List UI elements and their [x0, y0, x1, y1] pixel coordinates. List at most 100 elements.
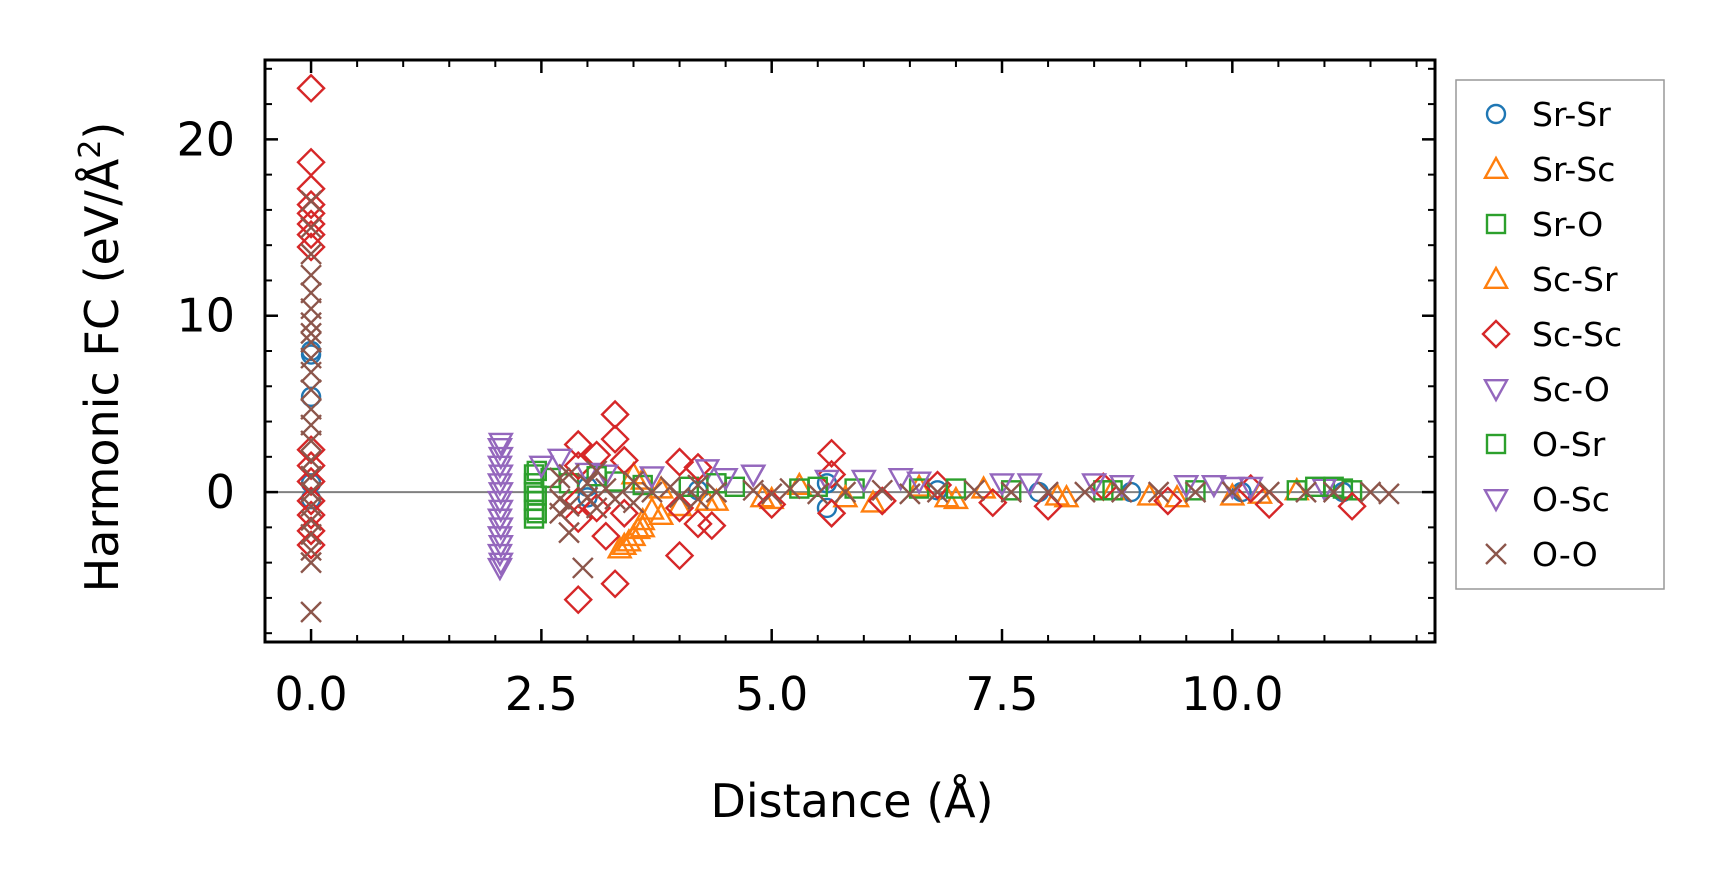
data-point	[300, 216, 322, 239]
data-point	[585, 497, 608, 519]
data-point	[622, 491, 645, 514]
legend-label: Sr-Sr	[1532, 95, 1611, 134]
data-point	[1184, 481, 1207, 503]
data-point	[1254, 489, 1284, 520]
legend-marker	[1482, 489, 1510, 513]
data-point	[807, 476, 828, 497]
data-point	[585, 460, 608, 482]
data-point	[906, 471, 933, 495]
data-point	[1074, 481, 1096, 503]
data-point	[300, 311, 322, 334]
legend-marker	[1481, 319, 1511, 349]
data-point	[1053, 483, 1080, 508]
legend-item: Sc-O	[1482, 370, 1610, 409]
x-axis-label: Distance (Å)	[710, 774, 993, 828]
data-point	[296, 189, 326, 220]
data-point	[724, 476, 746, 497]
plot-marks	[265, 73, 1435, 623]
data-point	[487, 432, 514, 457]
data-point	[694, 459, 721, 483]
legend-item: Sr-Sr	[1485, 95, 1611, 134]
legend-marker	[1485, 433, 1507, 455]
data-point	[1322, 481, 1345, 503]
legend-label: O-Sr	[1532, 425, 1606, 464]
data-point	[300, 361, 322, 384]
data-point	[487, 535, 514, 559]
data-point	[1378, 483, 1400, 505]
data-point	[300, 243, 322, 265]
legend-marker	[1485, 543, 1507, 565]
data-point	[581, 493, 612, 523]
legend-marker	[1482, 265, 1510, 289]
y-tick-label: 10	[176, 289, 235, 343]
data-point	[887, 467, 914, 492]
data-point	[296, 73, 326, 103]
data-point	[563, 503, 593, 534]
data-point	[742, 479, 765, 502]
data-point	[300, 344, 322, 365]
data-point	[600, 399, 630, 430]
data-point	[300, 190, 322, 212]
data-point	[1037, 481, 1059, 503]
data-point	[1295, 481, 1317, 503]
data-point	[571, 557, 594, 579]
y-axis-label-close: )	[75, 122, 129, 140]
data-point	[300, 601, 322, 623]
data-point	[300, 281, 322, 304]
data-point	[548, 502, 571, 525]
data-point	[859, 489, 887, 513]
data-point	[1001, 480, 1022, 501]
legend-label: Sc-Sc	[1532, 315, 1622, 354]
legend-label: O-O	[1532, 535, 1598, 574]
data-point	[487, 482, 514, 506]
legend-item: O-O	[1485, 535, 1598, 574]
series-sc-sc	[296, 73, 1367, 615]
data-point	[528, 455, 555, 480]
legend: Sr-Sr Sr-Sc Sr-O Sc-Sr Sc-Sc Sc-O O-Sr O-Sc O-O	[1455, 79, 1665, 590]
data-point	[871, 479, 894, 502]
data-point	[300, 551, 322, 574]
data-point	[978, 487, 1008, 518]
data-point	[526, 503, 547, 524]
data-point	[615, 528, 642, 552]
data-point	[563, 584, 593, 615]
data-point	[300, 523, 322, 546]
data-point	[945, 478, 967, 499]
data-point	[296, 450, 326, 481]
legend-item: Sc-Sr	[1482, 260, 1618, 299]
legend-item: O-Sc	[1482, 480, 1610, 519]
data-point	[487, 517, 514, 541]
data-point	[760, 483, 783, 505]
data-point	[487, 552, 514, 577]
data-point	[1200, 475, 1227, 499]
data-point	[296, 219, 326, 250]
legend-label: O-Sc	[1532, 480, 1610, 519]
series-o-o	[300, 190, 1400, 623]
data-point	[487, 446, 514, 471]
y-axis-label-main: Harmonic FC (eV/Å	[75, 158, 129, 592]
x-tick-label: 0.0	[274, 667, 347, 721]
legend-item: Sc-Sc	[1481, 315, 1622, 354]
legend-label: Sc-O	[1532, 370, 1610, 409]
data-point	[712, 467, 739, 492]
x-tick-label: 7.5	[965, 667, 1038, 721]
data-point	[523, 508, 545, 529]
legend-label: Sr-Sc	[1532, 150, 1615, 189]
x-tick-label: 10.0	[1181, 667, 1283, 721]
legend-item: O-Sr	[1485, 425, 1606, 464]
x-tick-label: 2.5	[505, 667, 578, 721]
legend-marker	[1485, 213, 1507, 235]
data-point	[300, 414, 322, 436]
data-point	[988, 473, 1016, 497]
legend-item: Sr-Sc	[1482, 150, 1615, 189]
data-point	[609, 498, 639, 528]
data-point	[300, 465, 322, 488]
data-point	[558, 495, 580, 518]
data-point	[867, 486, 897, 516]
data-point	[1153, 486, 1183, 516]
data-point	[296, 435, 326, 465]
data-point	[563, 429, 593, 460]
data-point	[1173, 475, 1200, 499]
x-tick-label: 5.0	[735, 667, 808, 721]
